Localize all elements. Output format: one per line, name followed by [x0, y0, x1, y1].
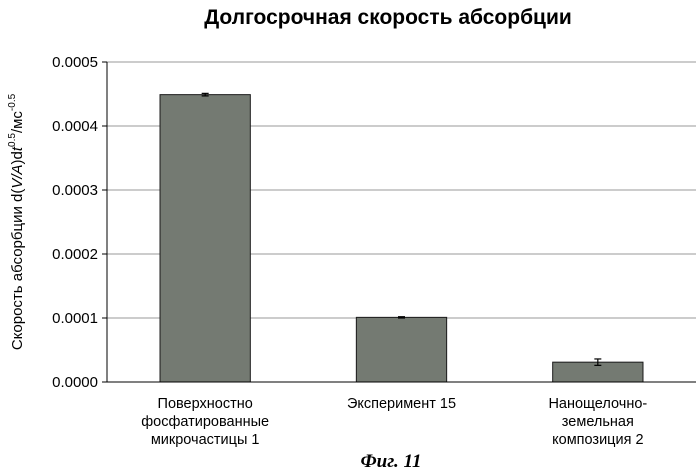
y-tick-labels: 0.0000 0.0001 0.0002 0.0003 0.0004 0.0005 — [52, 54, 107, 391]
category-label: Поверхностнофосфатированныемикрочастицы … — [141, 396, 269, 448]
figure-caption: Фиг. 11 — [361, 451, 422, 472]
chart-title: Долгосрочная скорость абсорбции — [204, 6, 572, 29]
bar — [160, 95, 250, 382]
bar — [356, 317, 446, 382]
y-tick-label: 0.0002 — [52, 246, 98, 263]
y-tick-label: 0.0005 — [52, 54, 98, 71]
y-axis-label: Скорость абсорбции d(V/A)dt0.5/мс-0.5 — [7, 93, 26, 350]
category-label: Эксперимент 15 — [347, 396, 456, 412]
category-label: Нанощелочно-земельнаякомпозиция 2 — [548, 396, 647, 448]
y-tick-label: 0.0001 — [52, 310, 98, 327]
category-labels: Поверхностнофосфатированныемикрочастицы … — [141, 396, 647, 448]
bars — [160, 95, 643, 382]
y-tick-label: 0.0000 — [52, 374, 98, 391]
y-tick-label: 0.0003 — [52, 182, 98, 199]
y-tick-label: 0.0004 — [52, 118, 98, 135]
